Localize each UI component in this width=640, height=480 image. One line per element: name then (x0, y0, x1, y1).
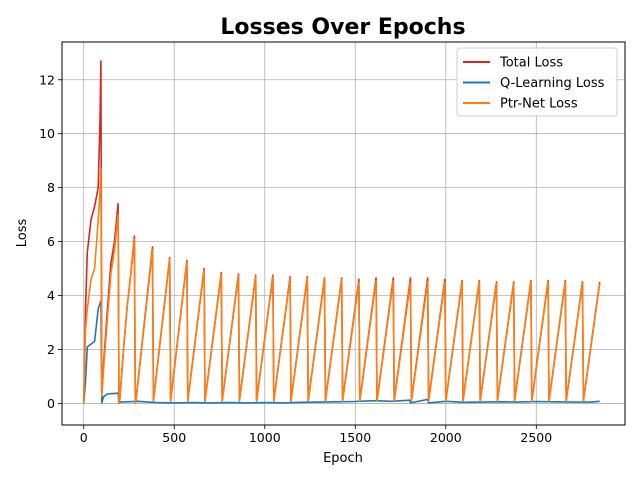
legend-label: Ptr-Net Loss (500, 97, 578, 112)
y-tick-label: 2 (47, 342, 55, 357)
plot-frame (61, 41, 626, 426)
chart-title: Losses Over Epochs (220, 15, 465, 40)
x-tick-label: 500 (162, 430, 186, 445)
series-lines (82, 60, 601, 405)
x-tick-label: 0 (80, 430, 88, 445)
y-tick-label: 8 (47, 180, 55, 195)
x-axis-ticks: 0 500 1000 1500 2000 2500 (80, 425, 552, 445)
y-tick-label: 6 (47, 234, 55, 249)
x-tick-label: 2500 (520, 430, 552, 445)
x-axis-label: Epoch (323, 451, 363, 466)
legend-box (456, 47, 618, 117)
series-line-ptr-net-loss (82, 168, 601, 405)
y-tick-label: 12 (39, 72, 55, 87)
legend-label: Q-Learning Loss (500, 76, 605, 91)
y-tick-label: 4 (47, 288, 55, 303)
legend: Total Loss Q-Learning Loss Ptr-Net Loss (456, 47, 618, 117)
y-tick-label: 10 (39, 126, 55, 141)
legend-label: Total Loss (499, 56, 563, 71)
y-axis-label: Loss (15, 219, 30, 248)
y-axis-ticks: 0 2 4 6 8 10 12 (39, 72, 62, 411)
y-tick-label: 0 (47, 396, 55, 411)
x-tick-label: 1000 (249, 430, 281, 445)
x-tick-label: 2000 (430, 430, 462, 445)
x-tick-label: 1500 (339, 430, 371, 445)
